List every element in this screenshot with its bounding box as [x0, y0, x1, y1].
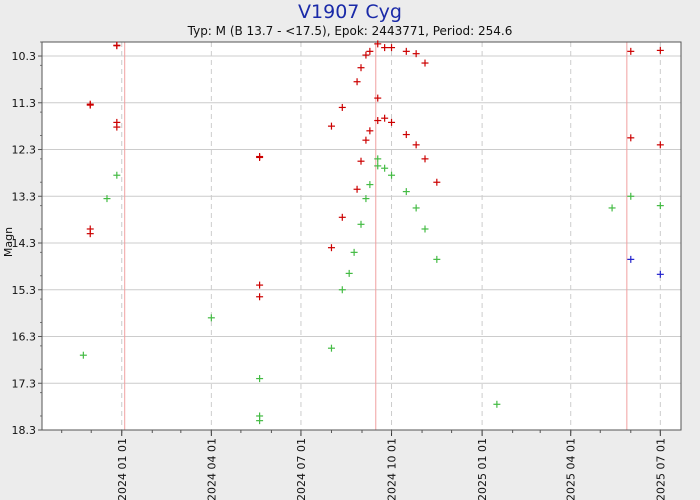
red-data-point: [374, 117, 382, 125]
red-data-point: [86, 100, 94, 108]
red-data-point: [381, 114, 389, 122]
green-data-point: [256, 417, 264, 425]
red-data-point: [421, 155, 429, 163]
green-data-point: [362, 195, 370, 203]
green-data-point: [366, 181, 374, 189]
chart-title: V1907 Cyg: [298, 1, 402, 23]
red-data-point: [656, 141, 664, 149]
red-data-point: [402, 47, 410, 55]
red-data-point: [357, 157, 365, 165]
y-tick-label: 15.3: [12, 284, 37, 297]
y-axis-label: Magn: [2, 227, 15, 257]
red-data-point: [388, 44, 396, 52]
green-data-point: [412, 204, 420, 212]
green-data-point: [374, 162, 382, 170]
red-data-point: [327, 122, 335, 130]
green-data-point: [656, 202, 664, 210]
red-data-point: [421, 59, 429, 67]
blue-data-point: [656, 270, 664, 278]
green-data-point: [421, 225, 429, 233]
red-data-point: [362, 136, 370, 144]
green-data-point: [207, 314, 215, 322]
y-tick-label: 14.3: [12, 237, 37, 250]
green-data-point: [357, 220, 365, 228]
x-tick-label: 2025 04 01: [565, 438, 578, 500]
green-data-point: [113, 171, 121, 179]
red-data-point: [627, 134, 635, 142]
red-data-point: [388, 118, 396, 126]
green-data-point: [388, 171, 396, 179]
plot-frame: [41, 41, 682, 431]
red-data-point: [353, 185, 361, 193]
red-data-point: [656, 46, 664, 54]
y-tick-label: 16.3: [12, 331, 37, 344]
green-data-point: [381, 164, 389, 172]
green-data-point: [103, 195, 111, 203]
green-data-point: [338, 286, 346, 294]
y-tick-label: 12.3: [12, 144, 37, 157]
x-tick-label: 2024 01 01: [116, 438, 129, 500]
red-data-point: [412, 141, 420, 149]
x-tick-label: 2024 10 01: [386, 438, 399, 500]
y-tick-label: 18.3: [12, 424, 37, 437]
red-data-point: [433, 178, 441, 186]
red-data-point: [362, 51, 370, 59]
red-data-point: [374, 40, 382, 48]
red-data-point: [374, 94, 382, 102]
red-data-point: [402, 131, 410, 139]
x-tick-label: 2024 04 01: [205, 438, 218, 500]
y-tick-label: 17.3: [12, 377, 37, 390]
plot-background: [42, 42, 681, 430]
chart-subtitle: Typ: M (B 13.7 - <17.5), Epok: 2443771, …: [187, 24, 513, 38]
red-data-point: [381, 44, 389, 52]
y-tick-label: 11.3: [12, 97, 37, 110]
red-data-point: [86, 230, 94, 238]
y-tick-label: 10.3: [12, 50, 37, 63]
red-data-point: [366, 47, 374, 55]
red-data-point: [366, 127, 374, 135]
red-data-point: [627, 47, 635, 55]
red-data-point: [338, 103, 346, 111]
green-data-point: [374, 155, 382, 163]
green-data-point: [627, 192, 635, 200]
red-data-point: [256, 281, 264, 289]
red-data-point: [256, 293, 264, 301]
green-data-point: [608, 204, 616, 212]
green-data-point: [79, 351, 87, 359]
green-data-point: [327, 344, 335, 352]
x-tick-label: 2025 01 01: [476, 438, 489, 500]
green-data-point: [493, 400, 501, 408]
green-data-point: [402, 188, 410, 196]
red-data-point: [113, 123, 121, 131]
x-tick-label: 2025 07 01: [654, 438, 667, 500]
red-data-point: [327, 244, 335, 252]
y-tick-label: 13.3: [12, 190, 37, 203]
red-data-point: [256, 153, 264, 161]
x-tick-label: 2024 07 01: [295, 438, 308, 500]
red-data-point: [113, 42, 121, 50]
green-data-point: [256, 375, 264, 383]
red-data-point: [353, 78, 361, 86]
red-data-point: [357, 64, 365, 72]
green-data-point: [350, 248, 358, 256]
blue-data-point: [627, 255, 635, 263]
green-data-point: [433, 255, 441, 263]
red-data-point: [338, 213, 346, 221]
green-data-point: [345, 269, 353, 277]
red-data-point: [412, 50, 420, 58]
